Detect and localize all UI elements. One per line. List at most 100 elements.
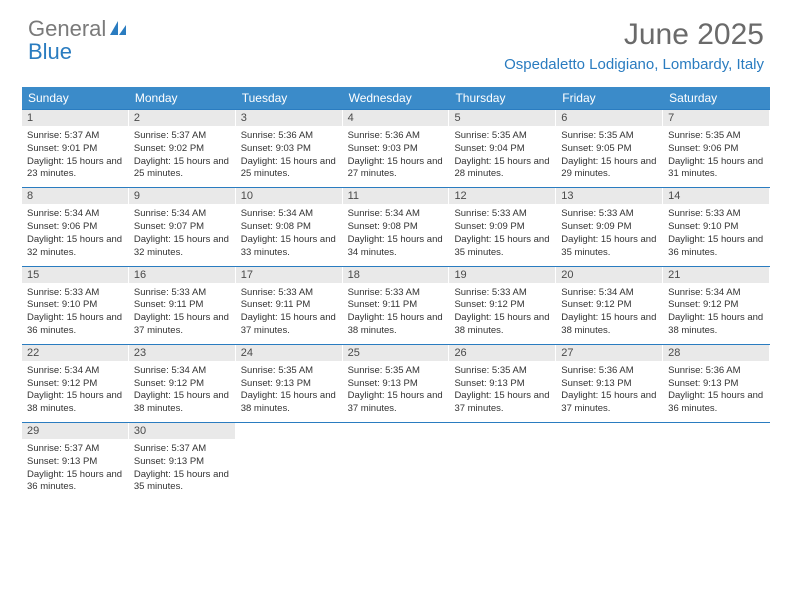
day-body: Sunrise: 5:33 AMSunset: 9:12 PMDaylight:… (449, 283, 555, 344)
day-cell: 25Sunrise: 5:35 AMSunset: 9:13 PMDayligh… (343, 345, 450, 422)
day-number: 20 (556, 267, 662, 283)
day-number: 21 (663, 267, 769, 283)
day-cell: 30Sunrise: 5:37 AMSunset: 9:13 PMDayligh… (129, 423, 236, 500)
day-cell: 22Sunrise: 5:34 AMSunset: 9:12 PMDayligh… (22, 345, 129, 422)
brand-blue: Blue (28, 39, 72, 64)
day-number: 5 (449, 110, 555, 126)
day-body: Sunrise: 5:33 AMSunset: 9:11 PMDaylight:… (129, 283, 235, 344)
day-cell: 15Sunrise: 5:33 AMSunset: 9:10 PMDayligh… (22, 267, 129, 344)
day-cell: 13Sunrise: 5:33 AMSunset: 9:09 PMDayligh… (556, 188, 663, 265)
day-body: Sunrise: 5:37 AMSunset: 9:01 PMDaylight:… (22, 126, 128, 187)
day-body: Sunrise: 5:33 AMSunset: 9:11 PMDaylight:… (236, 283, 342, 344)
weekday-header-row: SundayMondayTuesdayWednesdayThursdayFrid… (22, 87, 770, 109)
day-body: Sunrise: 5:35 AMSunset: 9:05 PMDaylight:… (556, 126, 662, 187)
day-number: 2 (129, 110, 235, 126)
week-row: 8Sunrise: 5:34 AMSunset: 9:06 PMDaylight… (22, 187, 770, 265)
day-number: 28 (663, 345, 769, 361)
day-number: 22 (22, 345, 128, 361)
day-body: Sunrise: 5:34 AMSunset: 9:12 PMDaylight:… (129, 361, 235, 422)
day-body: Sunrise: 5:34 AMSunset: 9:12 PMDaylight:… (663, 283, 769, 344)
day-body: Sunrise: 5:36 AMSunset: 9:03 PMDaylight:… (343, 126, 449, 187)
day-body: Sunrise: 5:35 AMSunset: 9:06 PMDaylight:… (663, 126, 769, 187)
month-title: June 2025 (504, 18, 764, 52)
day-body: Sunrise: 5:35 AMSunset: 9:13 PMDaylight:… (343, 361, 449, 422)
day-cell: 17Sunrise: 5:33 AMSunset: 9:11 PMDayligh… (236, 267, 343, 344)
day-body: Sunrise: 5:33 AMSunset: 9:10 PMDaylight:… (663, 204, 769, 265)
day-cell: 10Sunrise: 5:34 AMSunset: 9:08 PMDayligh… (236, 188, 343, 265)
day-cell: 19Sunrise: 5:33 AMSunset: 9:12 PMDayligh… (449, 267, 556, 344)
weekday-header-cell: Saturday (663, 87, 770, 109)
day-body: Sunrise: 5:36 AMSunset: 9:13 PMDaylight:… (663, 361, 769, 422)
weekday-header-cell: Tuesday (236, 87, 343, 109)
brand-logo: General Blue (28, 18, 130, 63)
day-cell: 7Sunrise: 5:35 AMSunset: 9:06 PMDaylight… (663, 110, 770, 187)
day-body: Sunrise: 5:33 AMSunset: 9:11 PMDaylight:… (343, 283, 449, 344)
day-cell: 1Sunrise: 5:37 AMSunset: 9:01 PMDaylight… (22, 110, 129, 187)
day-cell: 29Sunrise: 5:37 AMSunset: 9:13 PMDayligh… (22, 423, 129, 500)
weekday-header-cell: Wednesday (343, 87, 450, 109)
day-number: 29 (22, 423, 128, 439)
calendar: SundayMondayTuesdayWednesdayThursdayFrid… (22, 87, 770, 500)
day-body: Sunrise: 5:34 AMSunset: 9:07 PMDaylight:… (129, 204, 235, 265)
header: General Blue June 2025 Ospedaletto Lodig… (0, 0, 792, 81)
day-number: 9 (129, 188, 235, 204)
day-body: Sunrise: 5:36 AMSunset: 9:13 PMDaylight:… (556, 361, 662, 422)
day-cell: 5Sunrise: 5:35 AMSunset: 9:04 PMDaylight… (449, 110, 556, 187)
location-text: Ospedaletto Lodigiano, Lombardy, Italy (504, 56, 764, 73)
day-body: Sunrise: 5:34 AMSunset: 9:12 PMDaylight:… (22, 361, 128, 422)
weekday-header-cell: Monday (129, 87, 236, 109)
day-number: 25 (343, 345, 449, 361)
day-cell: 23Sunrise: 5:34 AMSunset: 9:12 PMDayligh… (129, 345, 236, 422)
day-body: Sunrise: 5:37 AMSunset: 9:13 PMDaylight:… (129, 439, 235, 500)
day-cell: 27Sunrise: 5:36 AMSunset: 9:13 PMDayligh… (556, 345, 663, 422)
day-body: Sunrise: 5:37 AMSunset: 9:13 PMDaylight:… (22, 439, 128, 500)
day-cell: 9Sunrise: 5:34 AMSunset: 9:07 PMDaylight… (129, 188, 236, 265)
sail-icon (108, 19, 128, 41)
day-body: Sunrise: 5:34 AMSunset: 9:08 PMDaylight:… (236, 204, 342, 265)
day-body: Sunrise: 5:35 AMSunset: 9:13 PMDaylight:… (236, 361, 342, 422)
day-cell: 3Sunrise: 5:36 AMSunset: 9:03 PMDaylight… (236, 110, 343, 187)
day-number: 8 (22, 188, 128, 204)
day-number: 23 (129, 345, 235, 361)
day-body: Sunrise: 5:34 AMSunset: 9:08 PMDaylight:… (343, 204, 449, 265)
day-cell: 8Sunrise: 5:34 AMSunset: 9:06 PMDaylight… (22, 188, 129, 265)
day-cell: 28Sunrise: 5:36 AMSunset: 9:13 PMDayligh… (663, 345, 770, 422)
day-number: 11 (343, 188, 449, 204)
weekday-header-cell: Thursday (449, 87, 556, 109)
day-cell: 20Sunrise: 5:34 AMSunset: 9:12 PMDayligh… (556, 267, 663, 344)
day-number: 24 (236, 345, 342, 361)
day-body: Sunrise: 5:34 AMSunset: 9:06 PMDaylight:… (22, 204, 128, 265)
day-cell: 2Sunrise: 5:37 AMSunset: 9:02 PMDaylight… (129, 110, 236, 187)
day-number: 27 (556, 345, 662, 361)
day-body: Sunrise: 5:37 AMSunset: 9:02 PMDaylight:… (129, 126, 235, 187)
day-number: 18 (343, 267, 449, 283)
day-cell: 16Sunrise: 5:33 AMSunset: 9:11 PMDayligh… (129, 267, 236, 344)
day-number: 26 (449, 345, 555, 361)
title-block: June 2025 Ospedaletto Lodigiano, Lombard… (504, 18, 764, 73)
day-body: Sunrise: 5:35 AMSunset: 9:13 PMDaylight:… (449, 361, 555, 422)
day-number: 16 (129, 267, 235, 283)
brand-general: General (28, 16, 106, 41)
day-body: Sunrise: 5:33 AMSunset: 9:09 PMDaylight:… (449, 204, 555, 265)
day-number: 4 (343, 110, 449, 126)
day-number: 10 (236, 188, 342, 204)
day-number: 12 (449, 188, 555, 204)
day-number: 17 (236, 267, 342, 283)
weekday-header-cell: Sunday (22, 87, 129, 109)
day-cell: 4Sunrise: 5:36 AMSunset: 9:03 PMDaylight… (343, 110, 450, 187)
day-number: 14 (663, 188, 769, 204)
day-number: 1 (22, 110, 128, 126)
weekday-header-cell: Friday (556, 87, 663, 109)
week-row: 22Sunrise: 5:34 AMSunset: 9:12 PMDayligh… (22, 344, 770, 422)
day-cell: 6Sunrise: 5:35 AMSunset: 9:05 PMDaylight… (556, 110, 663, 187)
day-body: Sunrise: 5:35 AMSunset: 9:04 PMDaylight:… (449, 126, 555, 187)
day-cell: 21Sunrise: 5:34 AMSunset: 9:12 PMDayligh… (663, 267, 770, 344)
week-row: 29Sunrise: 5:37 AMSunset: 9:13 PMDayligh… (22, 422, 770, 500)
day-body: Sunrise: 5:36 AMSunset: 9:03 PMDaylight:… (236, 126, 342, 187)
day-number: 19 (449, 267, 555, 283)
day-cell: 26Sunrise: 5:35 AMSunset: 9:13 PMDayligh… (449, 345, 556, 422)
day-cell: 14Sunrise: 5:33 AMSunset: 9:10 PMDayligh… (663, 188, 770, 265)
day-number: 15 (22, 267, 128, 283)
day-number: 30 (129, 423, 235, 439)
day-number: 3 (236, 110, 342, 126)
